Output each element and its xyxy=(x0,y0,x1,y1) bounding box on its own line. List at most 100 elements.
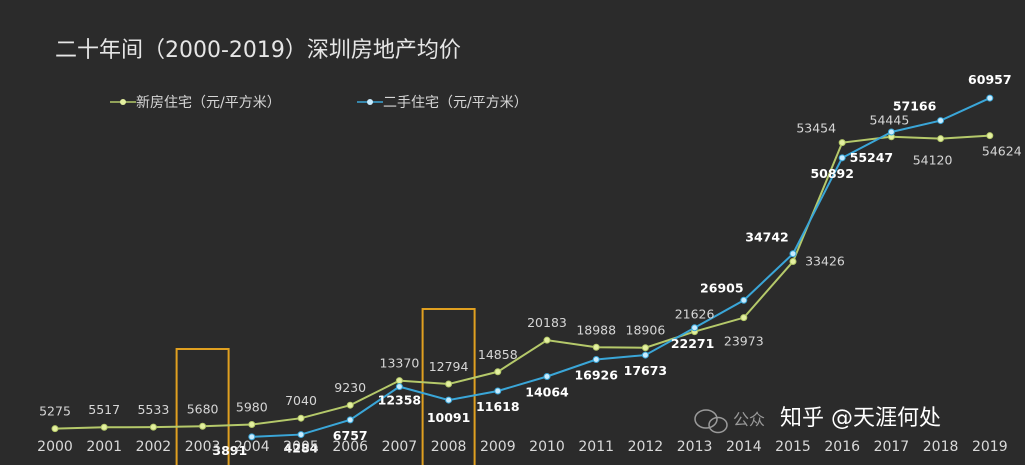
x-tick-label: 2018 xyxy=(923,439,959,455)
point-new-housing xyxy=(100,423,108,431)
legend-item-new: 新房住宅（元/平方米） xyxy=(110,95,281,111)
point-resale-housing xyxy=(543,372,551,380)
x-tick-label: 2000 xyxy=(37,439,73,455)
x-tick-label: 2010 xyxy=(529,439,565,455)
x-tick-label: 2009 xyxy=(480,439,516,455)
highlight-box-2008 xyxy=(421,308,476,465)
point-new-housing xyxy=(543,336,551,344)
data-label-new-housing: 14858 xyxy=(478,347,518,362)
legend-marker-new xyxy=(120,99,126,105)
data-label-new-housing: 18988 xyxy=(576,322,616,337)
point-new-housing xyxy=(592,343,600,351)
data-label-new-housing: 18906 xyxy=(626,323,666,338)
x-tick-label: 2003 xyxy=(185,439,221,455)
x-tick-label: 2017 xyxy=(874,439,910,455)
data-label-resale-housing: 60957 xyxy=(968,72,1012,87)
point-resale-housing xyxy=(445,396,453,404)
data-label-new-housing: 13370 xyxy=(380,356,420,371)
point-new-housing xyxy=(445,380,453,388)
data-label-new-housing: 5533 xyxy=(137,402,169,417)
point-new-housing xyxy=(346,401,354,409)
point-resale-housing xyxy=(346,416,354,424)
series-line-new-housing xyxy=(54,134,990,430)
legend-label-used: 二手住宅（元/平方米） xyxy=(383,95,528,111)
x-tick-label: 2001 xyxy=(86,439,122,455)
data-label-new-housing: 21626 xyxy=(675,307,715,322)
point-resale-housing xyxy=(494,387,502,395)
data-label-resale-housing: 22271 xyxy=(671,336,715,351)
x-tick-label: 2006 xyxy=(332,439,368,455)
data-label-new-housing: 54120 xyxy=(913,153,953,168)
watermark: 公众 知乎 @天涯何处 xyxy=(694,406,941,434)
point-new-housing xyxy=(51,425,59,433)
x-tick-label: 2019 xyxy=(972,439,1008,455)
point-resale-housing xyxy=(838,154,846,162)
point-new-housing xyxy=(641,344,649,352)
point-new-housing xyxy=(149,423,157,431)
point-resale-housing xyxy=(592,356,600,364)
data-labels: 5275 5517 5533 5680 5980 7040 9230 13370 12794 14… xyxy=(39,72,1022,458)
x-tick-label: 2013 xyxy=(677,439,713,455)
data-label-resale-housing: 11618 xyxy=(476,399,520,414)
data-label-new-housing: 12794 xyxy=(429,359,469,374)
x-tick-label: 2012 xyxy=(628,439,664,455)
data-label-resale-housing: 4284 xyxy=(284,441,319,456)
wechat-icon xyxy=(694,409,728,434)
data-label-new-housing: 5980 xyxy=(236,399,268,414)
legend: 新房住宅（元/平方米） 二手住宅（元/平方米） xyxy=(110,95,528,111)
point-resale-housing xyxy=(395,383,403,391)
data-label-resale-housing: 12358 xyxy=(378,393,422,408)
x-tick-label: 2005 xyxy=(283,439,319,455)
x-axis-ticks: 2000 2001 2002 2003 2004 2005 2006 2007 2008 2009… xyxy=(37,439,1007,455)
x-tick-label: 2011 xyxy=(578,439,614,455)
watermark-prefix: 公众 xyxy=(733,410,765,429)
series-line-resale-housing xyxy=(251,97,991,438)
data-label-resale-housing: 50892 xyxy=(810,166,854,181)
data-label-new-housing: 5680 xyxy=(187,401,219,416)
x-tick-label: 2016 xyxy=(824,439,860,455)
data-label-resale-housing: 3891 xyxy=(212,443,247,458)
highlight-box-2003 xyxy=(175,348,230,465)
data-label-resale-housing: 57166 xyxy=(893,99,937,114)
data-label-resale-housing: 34742 xyxy=(745,230,789,245)
data-label-resale-housing: 26905 xyxy=(700,280,744,295)
data-label-new-housing: 20183 xyxy=(527,315,567,330)
highlight-boxes xyxy=(175,308,476,465)
point-new-housing xyxy=(494,368,502,376)
point-new-housing xyxy=(740,314,748,322)
point-new-housing xyxy=(986,132,994,140)
data-label-resale-housing: 55247 xyxy=(850,150,894,165)
chart-title: 二十年间（2000-2019）深圳房地产均价 xyxy=(55,38,461,63)
x-tick-label: 2004 xyxy=(234,439,270,455)
data-label-new-housing: 5517 xyxy=(88,402,120,417)
data-label-new-housing: 5275 xyxy=(39,404,71,419)
x-tick-label: 2014 xyxy=(726,439,762,455)
point-resale-housing xyxy=(297,431,305,439)
watermark-text: 知乎 @天涯何处 xyxy=(780,406,941,431)
point-new-housing xyxy=(789,258,797,266)
legend-label-new: 新房住宅（元/平方米） xyxy=(136,95,281,111)
data-label-new-housing: 7040 xyxy=(285,393,317,408)
data-label-resale-housing: 16926 xyxy=(574,368,618,383)
series-points xyxy=(51,94,994,441)
point-resale-housing xyxy=(248,433,256,441)
data-label-new-housing: 53454 xyxy=(796,121,836,136)
data-label-new-housing: 54445 xyxy=(870,113,910,128)
legend-marker-used xyxy=(367,99,373,105)
point-new-housing xyxy=(297,414,305,422)
data-label-resale-housing: 10091 xyxy=(427,410,471,425)
x-tick-label: 2007 xyxy=(382,439,418,455)
data-label-resale-housing: 17673 xyxy=(624,363,668,378)
point-new-housing xyxy=(838,139,846,147)
data-label-new-housing: 33426 xyxy=(805,254,845,269)
legend-item-used: 二手住宅（元/平方米） xyxy=(357,95,528,111)
point-new-housing xyxy=(248,420,256,428)
series-lines xyxy=(54,97,991,438)
point-resale-housing xyxy=(986,94,994,102)
point-resale-housing xyxy=(641,351,649,359)
point-resale-housing xyxy=(887,128,895,136)
point-new-housing xyxy=(395,377,403,385)
data-label-new-housing: 23973 xyxy=(724,334,764,349)
